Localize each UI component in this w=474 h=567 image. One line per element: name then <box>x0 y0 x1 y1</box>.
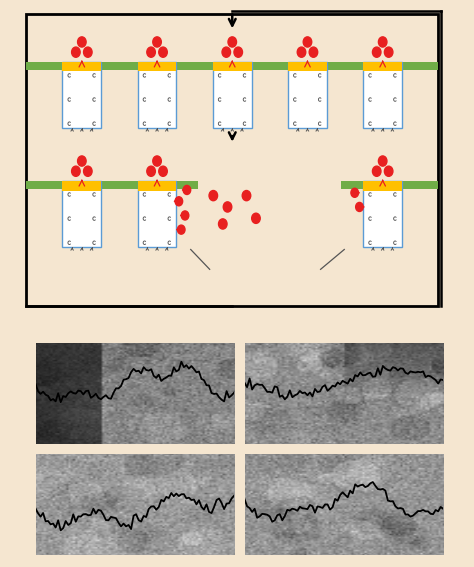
Bar <box>288 62 327 128</box>
Circle shape <box>222 47 230 57</box>
Circle shape <box>72 47 80 57</box>
Circle shape <box>378 37 387 47</box>
Circle shape <box>309 47 318 57</box>
Circle shape <box>373 166 381 176</box>
Bar <box>213 62 252 71</box>
Circle shape <box>252 213 260 223</box>
Circle shape <box>234 47 243 57</box>
Bar <box>363 181 402 247</box>
Bar <box>63 62 101 128</box>
Bar <box>137 181 176 191</box>
Circle shape <box>153 156 161 166</box>
Circle shape <box>78 156 86 166</box>
Bar <box>213 62 252 128</box>
Circle shape <box>177 225 185 234</box>
Bar <box>63 181 101 191</box>
Circle shape <box>378 156 387 166</box>
Circle shape <box>147 47 155 57</box>
Bar <box>341 181 438 189</box>
Circle shape <box>219 219 227 229</box>
Bar <box>137 62 176 128</box>
Circle shape <box>223 202 232 212</box>
Bar <box>26 62 438 70</box>
Bar <box>137 62 176 71</box>
Circle shape <box>297 47 306 57</box>
Circle shape <box>159 166 167 176</box>
Circle shape <box>303 37 312 47</box>
Bar <box>363 62 402 128</box>
Circle shape <box>384 166 393 176</box>
Circle shape <box>72 166 80 176</box>
Circle shape <box>78 37 86 47</box>
Bar <box>63 181 101 247</box>
Circle shape <box>228 37 237 47</box>
Circle shape <box>373 47 381 57</box>
Circle shape <box>384 47 393 57</box>
Circle shape <box>147 166 155 176</box>
Circle shape <box>351 188 358 197</box>
Bar <box>137 181 176 247</box>
Bar <box>288 62 327 71</box>
Circle shape <box>175 197 182 206</box>
Circle shape <box>159 47 167 57</box>
Circle shape <box>83 47 92 57</box>
Bar <box>26 181 198 189</box>
Circle shape <box>181 211 189 220</box>
Bar <box>26 14 438 306</box>
Circle shape <box>356 202 363 211</box>
Circle shape <box>153 37 161 47</box>
Circle shape <box>242 191 251 201</box>
Bar <box>63 62 101 71</box>
Circle shape <box>183 185 191 194</box>
Bar <box>363 181 402 191</box>
Circle shape <box>209 191 218 201</box>
Circle shape <box>83 166 92 176</box>
Bar <box>363 62 402 71</box>
